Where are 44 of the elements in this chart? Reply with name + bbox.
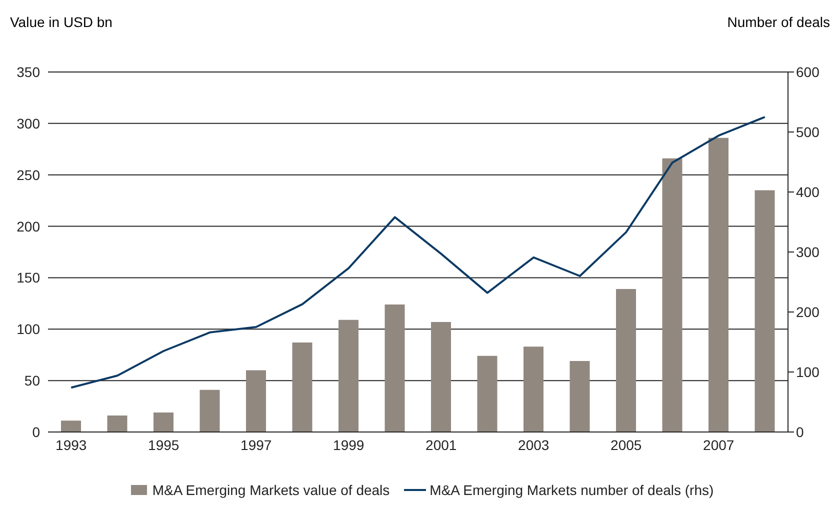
- y2-axis-title: Number of deals: [727, 14, 830, 30]
- legend-label: M&A Emerging Markets number of deals (rhs): [430, 482, 714, 498]
- y2-tick-label: 300: [796, 244, 820, 260]
- y2-tick-label: 0: [796, 424, 804, 440]
- y-tick-label: 250: [16, 166, 40, 183]
- y2-tick-label: 200: [796, 304, 820, 320]
- bar: [662, 158, 682, 432]
- x-tick-label: 2005: [610, 436, 642, 453]
- bar: [246, 370, 266, 432]
- y2-tick-label: 500: [796, 124, 820, 140]
- y-tick-label: 0: [32, 424, 40, 440]
- bar: [61, 420, 81, 432]
- bar: [708, 138, 728, 432]
- y2-tick-label: 600: [796, 64, 820, 80]
- x-tick-label: 1999: [333, 436, 364, 453]
- y-tick-label: 300: [16, 115, 40, 132]
- y-axis-title: Value in USD bn: [10, 14, 112, 30]
- legend-label: M&A Emerging Markets value of deals: [152, 482, 390, 498]
- bar: [477, 356, 498, 432]
- x-tick-label: 2003: [518, 436, 550, 453]
- y-tick-label: 150: [16, 270, 40, 286]
- y-tick-label: 200: [16, 218, 40, 234]
- x-tick-label: 2001: [426, 436, 457, 453]
- x-tick-label: 1993: [56, 436, 87, 453]
- bar: [384, 304, 405, 432]
- x-tick-label: 1997: [240, 436, 272, 453]
- bar: [570, 361, 590, 432]
- y2-tick-label: 400: [796, 184, 820, 200]
- x-tick-label: 1995: [148, 436, 180, 453]
- line-series: [70, 116, 766, 389]
- bar: [754, 190, 775, 432]
- bar: [154, 412, 174, 432]
- bar: [107, 416, 128, 432]
- bar: [292, 342, 312, 432]
- y-tick-label: 350: [16, 64, 40, 80]
- y-tick-label: 100: [16, 321, 40, 338]
- bar: [431, 322, 451, 432]
- bar: [524, 346, 544, 432]
- bar: [616, 289, 636, 432]
- bar: [200, 390, 220, 432]
- x-tick-label: 2007: [703, 436, 734, 453]
- y2-tick-label: 100: [796, 364, 820, 380]
- y-tick-label: 50: [24, 372, 40, 389]
- bar: [338, 320, 358, 432]
